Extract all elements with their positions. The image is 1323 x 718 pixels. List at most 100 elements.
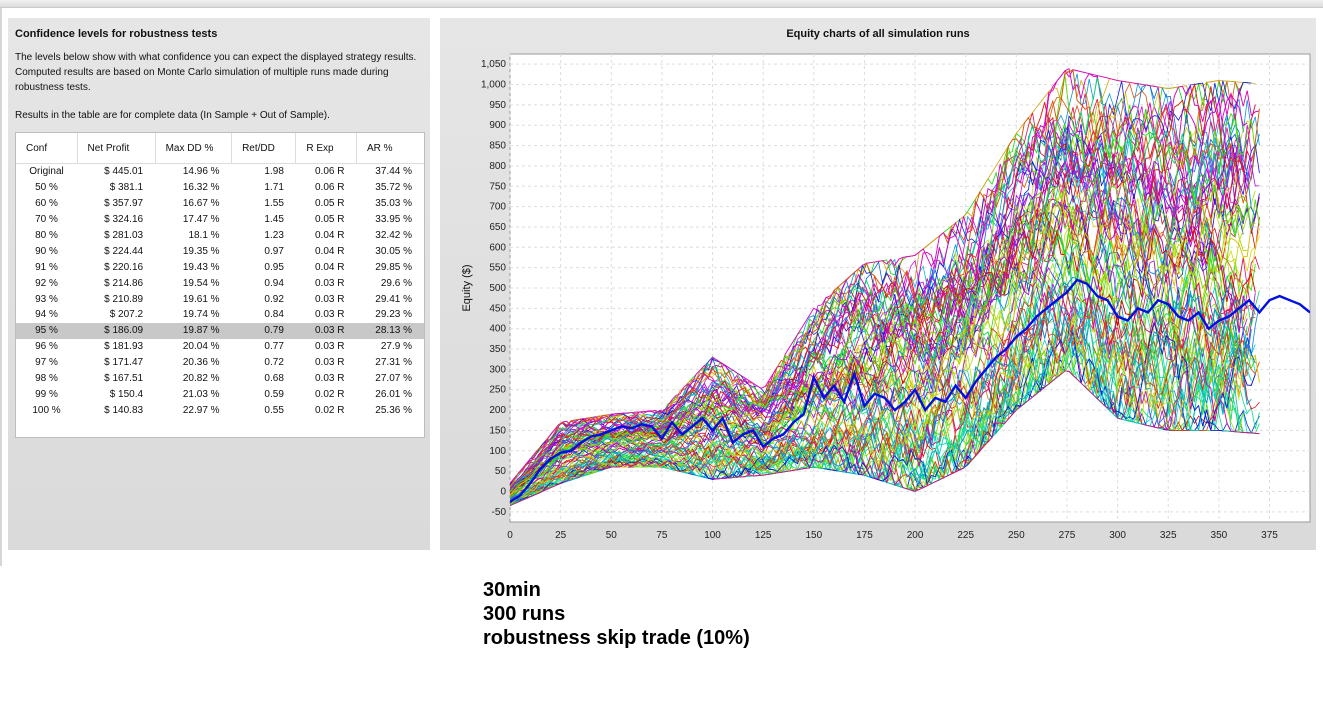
- table-row[interactable]: 92 % $ 214.86 19.54 % 0.94 0.03 R 29.6 %: [16, 275, 424, 291]
- header-col-net-profit[interactable]: Net Profit: [77, 133, 156, 164]
- table-cell: 16.67 %: [182, 198, 220, 210]
- table-cell: $ 171.47: [104, 357, 144, 369]
- table-row[interactable]: 93 % $ 210.89 19.61 % 0.92 0.03 R 29.41 %: [16, 291, 424, 307]
- table-cell: 0.94: [264, 277, 284, 289]
- table-cell: $ 357.97: [104, 198, 144, 210]
- y-tick-label: 650: [489, 222, 506, 233]
- x-tick-label: 175: [856, 530, 873, 541]
- y-tick-label: 0: [500, 486, 506, 497]
- simulation-run-line: [510, 316, 1260, 505]
- top-border: [0, 0, 1323, 8]
- simulation-run-line: [510, 362, 1260, 507]
- table-cell: 0.97: [264, 245, 284, 257]
- y-tick-label: 100: [489, 446, 506, 457]
- y-axis-label: Equity ($): [461, 264, 473, 311]
- simulation-run-line: [510, 287, 1260, 505]
- table-cell: 1.98: [264, 166, 284, 178]
- x-tick-label: 0: [507, 530, 513, 541]
- note-runs: 300 runs: [483, 603, 566, 625]
- table-cell: 0.77: [264, 341, 284, 353]
- simulation-run-line: [510, 281, 1240, 503]
- y-tick-label: 300: [489, 364, 506, 375]
- chart-title: Equity charts of all simulation runs: [786, 28, 970, 40]
- table-cell: 0.03 R: [314, 341, 345, 353]
- table-cell: 33.95 %: [375, 214, 412, 226]
- table-cell: 0.03 R: [314, 277, 345, 289]
- table-row[interactable]: 97 % $ 171.47 20.36 % 0.72 0.03 R 27.31 %: [16, 355, 424, 371]
- table-cell: 27.31 %: [375, 357, 412, 369]
- x-tick-label: 375: [1261, 530, 1278, 541]
- table-cell: 93 %: [35, 293, 58, 305]
- simulation-run-line: [510, 215, 1256, 496]
- table-cell: 91 %: [35, 261, 58, 273]
- table-row[interactable]: 95 % $ 186.09 19.87 % 0.79 0.03 R 28.13 %: [16, 322, 424, 339]
- table-cell: 27.07 %: [375, 373, 412, 385]
- y-tick-label: 750: [489, 181, 506, 192]
- table-cell: 19.74 %: [182, 309, 220, 321]
- table-cell: 35.72 %: [375, 182, 412, 194]
- table-row[interactable]: 90 % $ 224.44 19.35 % 0.97 0.04 R 30.05 %: [16, 243, 424, 259]
- table-cell: 50 %: [35, 182, 58, 194]
- table-cell: 0.02 R: [314, 404, 345, 416]
- table-row[interactable]: 96 % $ 181.93 20.04 % 0.77 0.03 R 27.9 %: [16, 339, 424, 355]
- table-cell: 20.82 %: [182, 373, 220, 385]
- table-row[interactable]: 99 % $ 150.4 21.03 % 0.59 0.02 R 26.01 %: [16, 386, 424, 402]
- confidence-description: The levels below show with what confiden…: [15, 52, 417, 93]
- table-row[interactable]: 70 % $ 324.16 17.47 % 1.45 0.05 R 33.95 %: [16, 212, 424, 228]
- table-cell: 29.85 %: [375, 261, 412, 273]
- header-col-conf[interactable]: Conf: [16, 133, 78, 164]
- x-tick-label: 200: [907, 530, 924, 541]
- confidence-panel-title: Confidence levels for robustness tests: [15, 28, 218, 40]
- table-cell: 35.03 %: [375, 198, 412, 210]
- table-cell: $ 210.89: [104, 293, 144, 305]
- x-tick-label: 250: [1008, 530, 1025, 541]
- table-row[interactable]: 50 % $ 381.1 16.32 % 1.71 0.06 R 35.72 %: [16, 180, 424, 196]
- table-cell: $ 224.44: [104, 245, 144, 257]
- table-cell: 1.55: [264, 198, 284, 210]
- table-cell: 29.23 %: [375, 309, 412, 321]
- y-tick-label: 800: [489, 161, 506, 172]
- simulation-run-line: [510, 256, 1252, 500]
- table-cell: 0.05 R: [314, 214, 345, 226]
- y-tick-label: 1,050: [481, 59, 506, 70]
- table-cell: 1.71: [264, 182, 284, 194]
- table-row[interactable]: 80 % $ 281.03 18.1 % 1.23 0.04 R 32.42 %: [16, 228, 424, 244]
- simulation-run-line: [510, 165, 1256, 495]
- y-tick-label: -50: [492, 507, 507, 518]
- table-cell: 0.95: [264, 261, 284, 273]
- table-row[interactable]: 91 % $ 220.16 19.43 % 0.95 0.04 R 29.85 %: [16, 259, 424, 275]
- header-col-r-exp[interactable]: R Exp: [295, 133, 357, 164]
- simulation-run-line: [510, 75, 1256, 488]
- table-cell: 26.01 %: [375, 388, 412, 400]
- header-col-ar[interactable]: AR %: [356, 133, 424, 164]
- table-row[interactable]: Original $ 445.01 14.96 % 1.98 0.06 R 37.44 %: [16, 164, 424, 180]
- table-cell: 0.68: [264, 373, 284, 385]
- x-tick-label: 100: [704, 530, 721, 541]
- x-tick-label: 125: [755, 530, 772, 541]
- table-cell: 100 %: [32, 404, 61, 416]
- header-col-max-dd[interactable]: Max DD %: [155, 133, 233, 164]
- x-tick-label: 50: [606, 530, 618, 541]
- x-tick-label: 75: [656, 530, 668, 541]
- header-col-ret-dd[interactable]: Ret/DD: [231, 133, 297, 164]
- table-row[interactable]: 100 % $ 140.83 22.97 % 0.55 0.02 R 25.36 %: [16, 402, 424, 418]
- table-cell: 17.47 %: [182, 214, 220, 226]
- table-cell: 1.23: [264, 230, 284, 241]
- table-cell: 32.42 %: [375, 230, 412, 241]
- table-cell: 0.03 R: [314, 373, 345, 385]
- confidence-table: Conf Net Profit Max DD % Ret/DD R Exp AR % Or…: [16, 133, 424, 418]
- table-row[interactable]: 60 % $ 357.97 16.67 % 1.55 0.05 R 35.03 %: [16, 196, 424, 212]
- table-cell: $ 324.16: [104, 214, 144, 226]
- table-row[interactable]: 94 % $ 207.2 19.74 % 0.84 0.03 R 29.23 %: [16, 307, 424, 323]
- table-cell: 0.03 R: [314, 357, 345, 369]
- table-row[interactable]: 98 % $ 167.51 20.82 % 0.68 0.03 R 27.07 %: [16, 371, 424, 387]
- table-cell: 19.35 %: [182, 245, 220, 257]
- y-tick-label: 250: [489, 385, 506, 396]
- table-cell: 19.54 %: [182, 277, 220, 289]
- simulation-run-line: [510, 69, 1260, 487]
- table-cell: 0.03 R: [314, 293, 345, 305]
- simulation-run-line: [510, 92, 1252, 489]
- y-tick-label: 900: [489, 120, 506, 131]
- table-cell: 0.59: [264, 388, 284, 400]
- simulation-run-line: [510, 255, 1248, 502]
